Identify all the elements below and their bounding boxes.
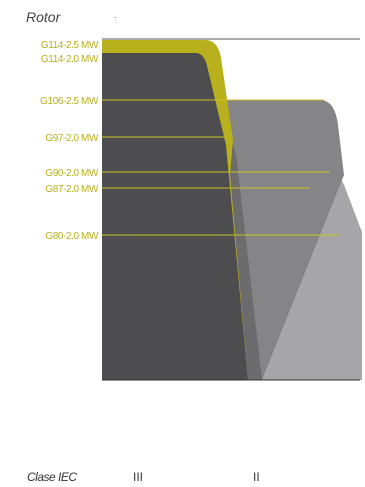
chart-title: Rotor — [26, 9, 62, 25]
x-ticks: III II — [133, 470, 260, 484]
x-tick-0: III — [133, 470, 143, 484]
series-labels: G114-2.5 MW G114-2.0 MW G106-2.5 MW G97-2.0… — [40, 40, 99, 242]
title-mark: . — [114, 10, 117, 20]
x-tick-1: II — [253, 470, 260, 484]
series-label-0: G114-2.5 MW — [41, 40, 99, 51]
series-label-1: G114-2.0 MW — [41, 54, 99, 65]
x-axis-title: Clase IEC — [27, 470, 77, 484]
series-label-2: G106-2.5 MW — [40, 96, 99, 107]
series-label-4: G90-2.0 MW — [45, 168, 99, 179]
series-label-3: G97-2.0 MW — [45, 133, 99, 144]
rotor-shape-1 — [102, 53, 248, 380]
series-leaders — [102, 99, 340, 236]
series-label-6: G80-2.0 MW — [45, 231, 99, 242]
series-label-5: G87-2.0 MW — [45, 184, 99, 195]
rotor-shapes — [102, 40, 362, 380]
